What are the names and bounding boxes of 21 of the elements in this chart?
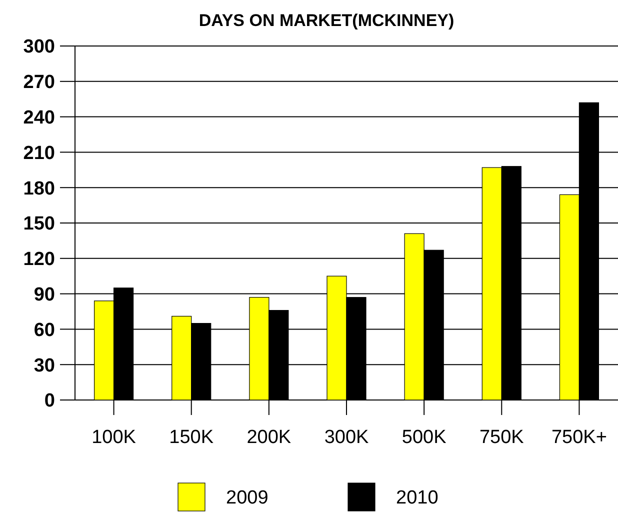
legend-label: 2010 xyxy=(396,488,438,509)
chart-title: DAYS ON MARKET(MCKINNEY) xyxy=(198,11,454,30)
y-tick-label: 60 xyxy=(34,320,55,341)
x-tick-label: 750K+ xyxy=(551,427,607,448)
y-tick-label: 270 xyxy=(23,72,55,94)
y-tick-label: 150 xyxy=(23,214,55,235)
x-tick-label: 750K xyxy=(479,427,524,448)
x-tick-label: 200K xyxy=(246,427,292,448)
y-tick-label: 180 xyxy=(23,178,55,200)
y-tick-label: 90 xyxy=(34,284,55,306)
legend-label: 2009 xyxy=(226,488,268,509)
y-tick-label: 300 xyxy=(23,36,55,58)
y-tick-label: 240 xyxy=(23,107,55,128)
y-tick-label: 0 xyxy=(44,390,55,412)
x-tick-label: 150K xyxy=(169,427,214,448)
y-tick-label: 210 xyxy=(23,142,55,164)
x-tick-label: 100K xyxy=(92,427,136,448)
y-tick-label: 30 xyxy=(34,355,55,376)
x-tick-label: 500K xyxy=(402,427,447,448)
y-tick-label: 120 xyxy=(23,249,55,270)
x-tick-label: 300K xyxy=(324,427,370,448)
